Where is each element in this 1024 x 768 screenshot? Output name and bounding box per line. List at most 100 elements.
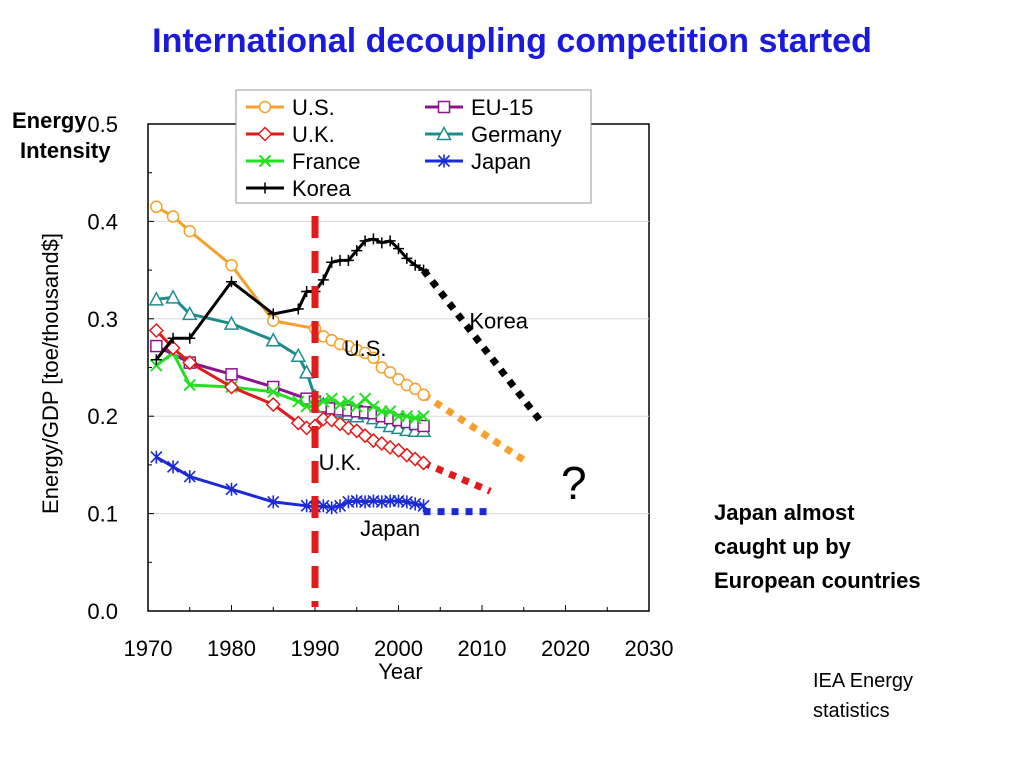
energy-intensity-line2: Intensity [20, 138, 111, 163]
data-point [367, 400, 380, 413]
data-point [265, 332, 282, 347]
data-point [401, 252, 413, 264]
data-point [408, 382, 422, 396]
data-point [150, 354, 162, 366]
data-point [367, 233, 379, 245]
series-japan [150, 450, 491, 516]
data-point [333, 499, 347, 513]
data-point [267, 308, 279, 320]
data-point [392, 372, 405, 386]
data-point [384, 235, 396, 247]
x-tick-label: 1980 [207, 636, 256, 661]
data-point [333, 398, 347, 411]
y-tick-label: 0.0 [87, 599, 118, 624]
data-point [183, 224, 196, 238]
data-point [292, 303, 304, 315]
legend-item-eu-15: EU-15 [425, 95, 533, 120]
legend-label: France [292, 149, 360, 174]
projection-line [420, 267, 544, 424]
data-point [326, 256, 338, 268]
annotation-japan: Japan [360, 516, 420, 541]
plot-area [147, 123, 650, 612]
x-tick-label: 2010 [458, 636, 507, 661]
annotation-korea: Korea [469, 309, 528, 334]
data-point [265, 396, 281, 413]
x-tick-label: 2020 [541, 636, 590, 661]
legend-label: Germany [471, 122, 561, 147]
data-point [223, 315, 240, 330]
source-line1: IEA Energy [813, 670, 914, 692]
annotation-question-mark: ? [561, 457, 587, 509]
data-point [225, 482, 238, 496]
y-tick-label: 0.1 [87, 502, 118, 527]
japan-note: Japan almost caught up by European count… [714, 496, 921, 598]
data-point [325, 392, 338, 405]
data-point [184, 332, 196, 344]
series-france [150, 346, 430, 425]
data-point [367, 351, 380, 365]
data-point [436, 125, 452, 141]
data-point [165, 289, 181, 304]
data-point [359, 235, 371, 247]
data-point [342, 254, 354, 266]
data-point [417, 409, 430, 423]
y-axis-title: Energy/GDP [toe/thousand$] [38, 233, 63, 514]
legend-label: U.K. [292, 122, 335, 147]
series-line [155, 455, 424, 510]
energy-intensity-label: Energy Intensity [12, 106, 110, 166]
data-point [225, 368, 238, 381]
legend-item-france: France [246, 149, 360, 174]
legend-item-japan: Japan [425, 149, 531, 174]
projection-line [422, 459, 492, 495]
series-u-s- [150, 200, 526, 463]
series-korea [150, 233, 544, 424]
japan-note-line2: caught up by [714, 534, 851, 559]
x-tick-label: 1990 [291, 636, 340, 661]
data-point [317, 395, 330, 408]
data-point [150, 450, 163, 464]
x-tick-label: 1970 [124, 636, 173, 661]
data-point [417, 388, 430, 402]
data-point [376, 237, 388, 249]
legend-label: U.S. [292, 95, 335, 120]
legend-item-u-k-: U.K. [246, 122, 335, 147]
japan-note-line1: Japan almost [714, 500, 855, 525]
legend-item-germany: Germany [425, 122, 561, 147]
data-point [166, 210, 180, 223]
legend-label: Japan [471, 149, 531, 174]
data-point [267, 385, 280, 399]
source-line2: statistics [813, 700, 890, 722]
projection-line [421, 391, 526, 463]
data-point [166, 460, 180, 474]
data-point [183, 378, 196, 392]
data-point [148, 322, 164, 339]
data-point [267, 495, 280, 509]
y-tick-label: 0.4 [87, 209, 118, 234]
y-tick-label: 0.3 [87, 307, 118, 332]
data-point [292, 395, 305, 408]
data-point [298, 364, 315, 379]
data-point [383, 405, 397, 418]
legend-item-u-s-: U.S. [246, 95, 335, 120]
legend-label: EU-15 [471, 95, 533, 120]
data-point [437, 154, 451, 168]
legend-item-korea: Korea [246, 176, 351, 201]
x-axis-title: Year [378, 659, 422, 684]
data-point [225, 258, 238, 272]
y-tick-label: 0.2 [87, 404, 118, 429]
legend: U.S. EU-15 U.K. Germany France Japan Korea [235, 89, 592, 204]
data-point [351, 245, 363, 257]
data-point [150, 359, 163, 372]
data-point [226, 276, 237, 288]
data-point [181, 305, 198, 321]
data-point [415, 455, 432, 471]
data-point [167, 332, 179, 344]
data-point [257, 126, 273, 142]
energy-intensity-line1: Energy [12, 108, 87, 133]
data-point [258, 154, 272, 168]
legend-label: Korea [292, 176, 351, 201]
source-note: IEA Energy statistics [813, 666, 913, 726]
data-point [417, 499, 430, 513]
data-point [317, 274, 329, 286]
data-point [409, 259, 421, 271]
